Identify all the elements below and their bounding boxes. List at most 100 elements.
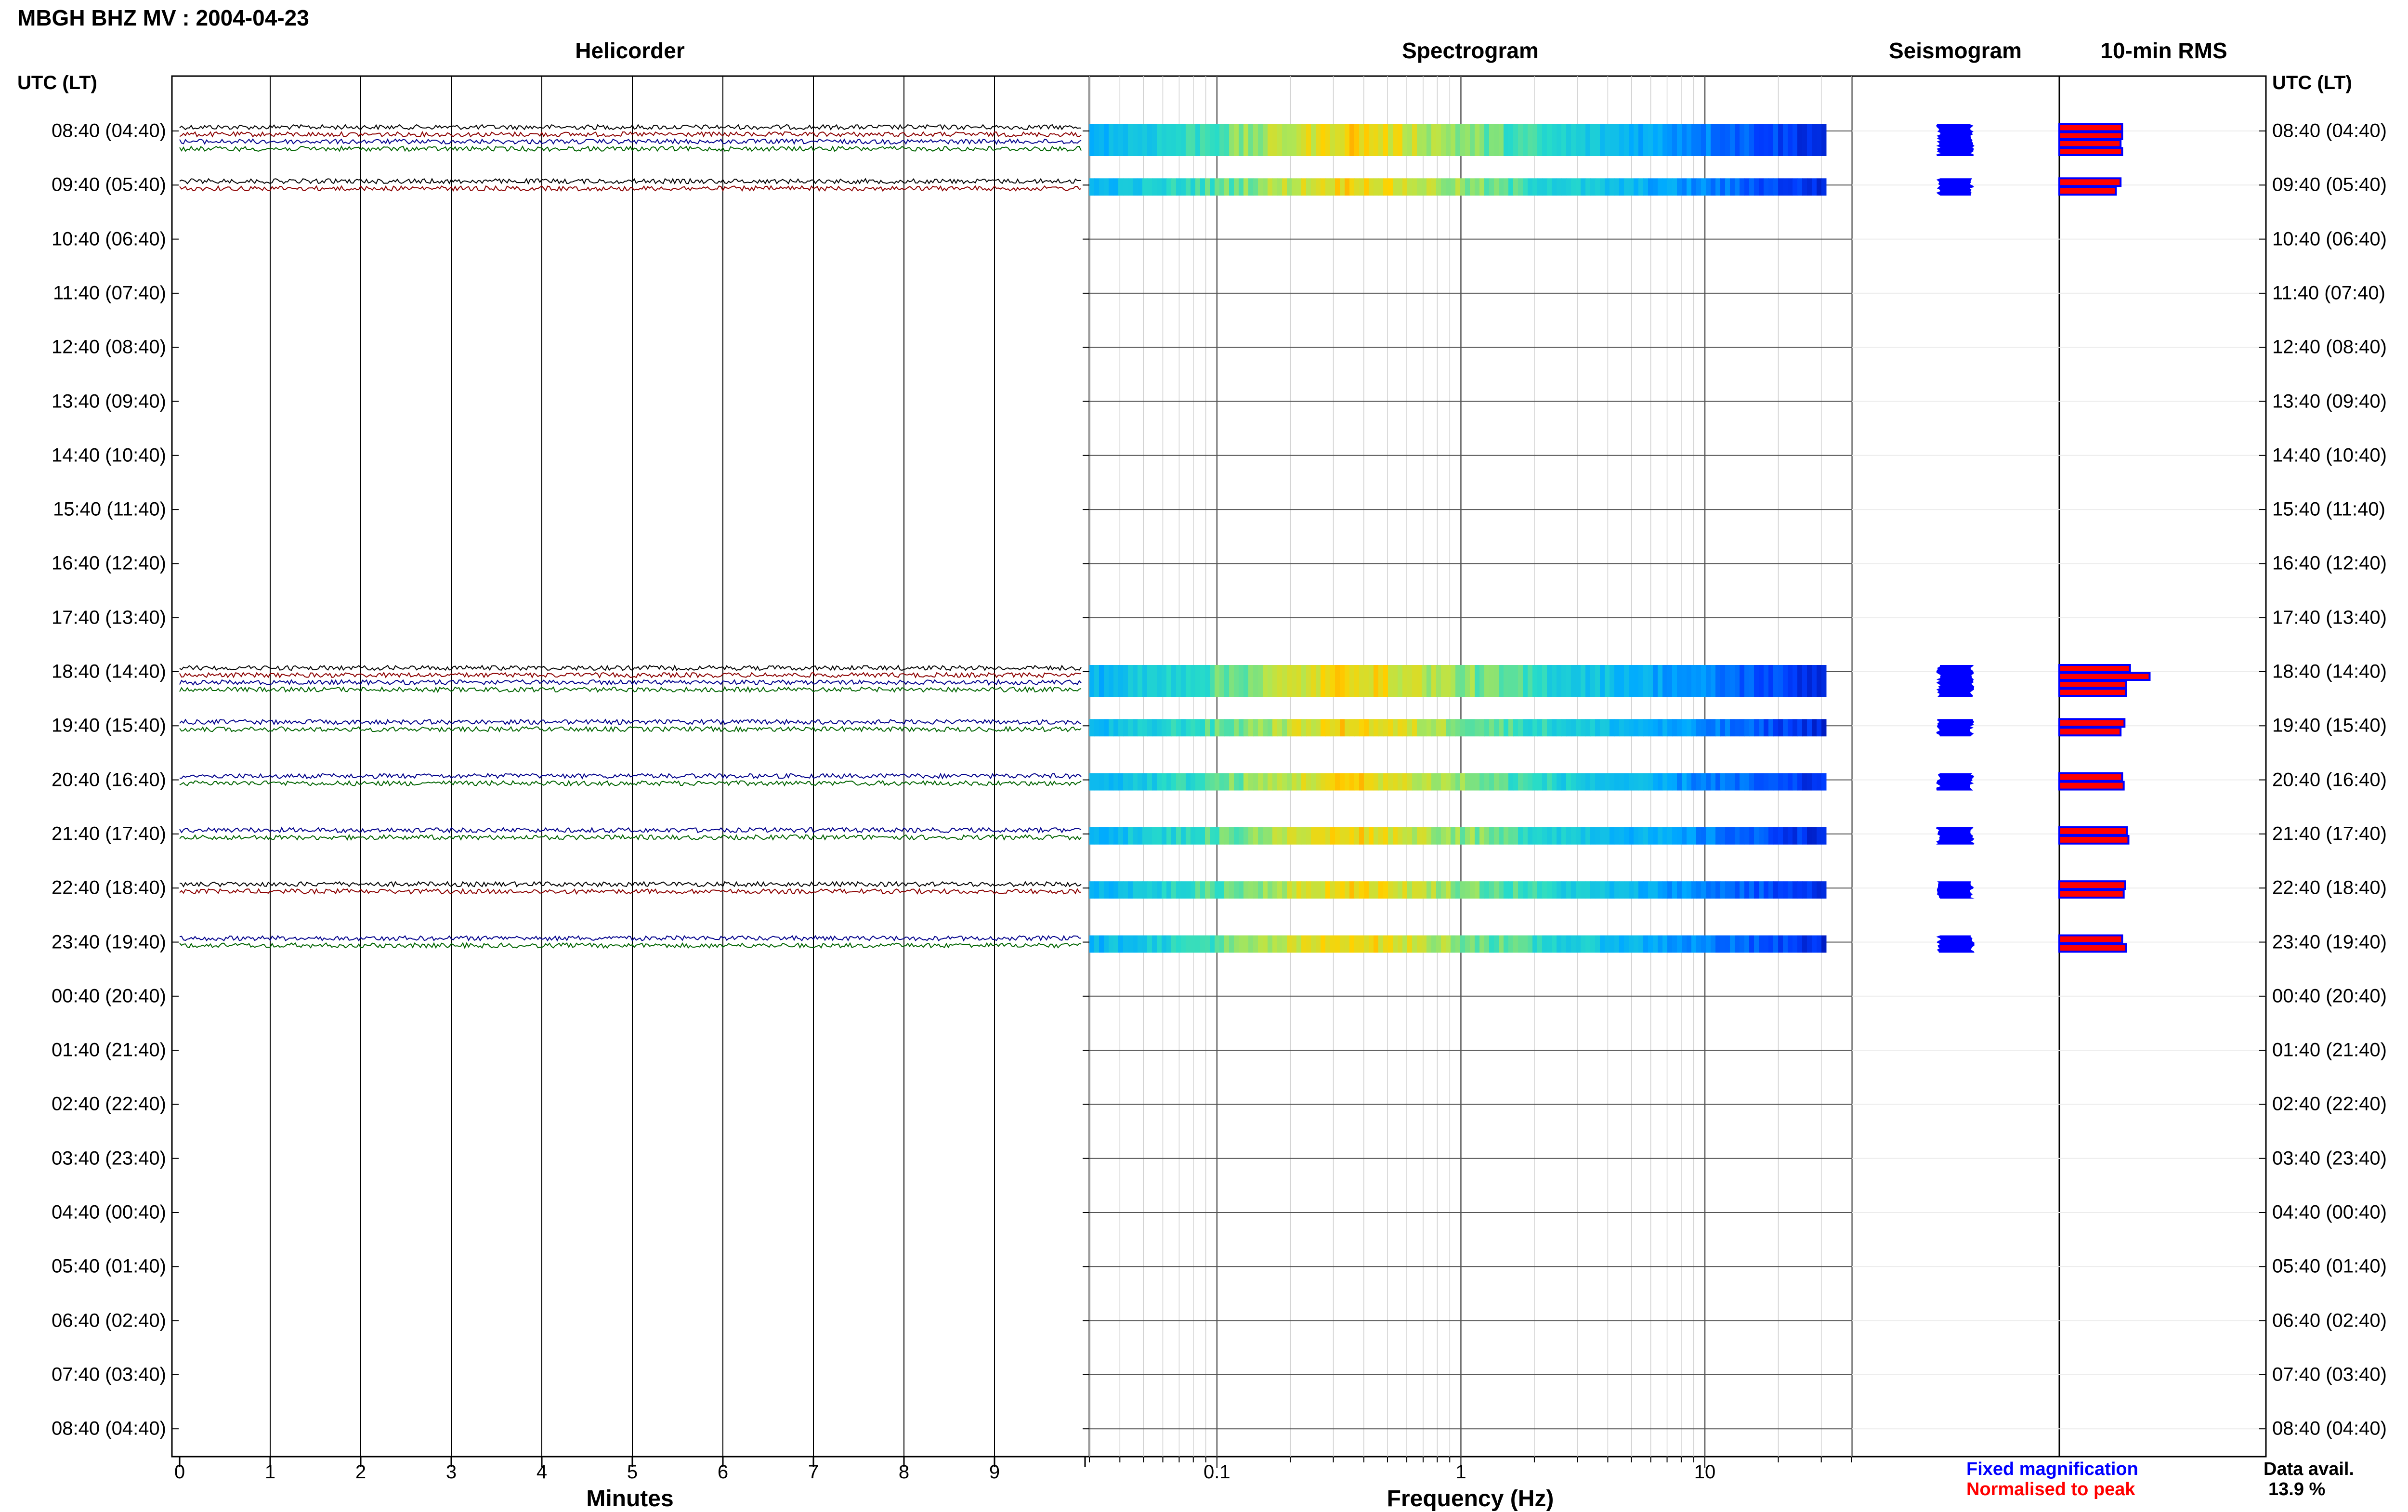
spectrogram-cell [1778,665,1783,697]
spectrogram-cell [1369,773,1374,791]
spectrogram-cell [1138,665,1143,697]
spectrogram-cell [1744,881,1750,899]
spectrogram-cell [1658,124,1663,156]
spectrogram-cell [1720,827,1726,845]
spectrogram-cell [1682,124,1687,156]
spectrogram-cell [1812,719,1817,737]
time-label-left: 13:40 (09:40) [52,391,166,412]
spectrogram-cell [1537,124,1543,156]
spectrogram-cell [1740,773,1745,791]
spectrogram-cell [1243,124,1249,156]
spectrogram-cell [1600,881,1605,899]
spectrogram-cell [1610,827,1615,845]
spectrogram-cell [1648,773,1653,791]
spectrogram-cell [1287,935,1292,953]
spectrogram-cell [1677,178,1682,196]
spectrogram-cell [1316,827,1321,845]
spectrogram-title: Spectrogram [1402,38,1539,63]
spectrogram-cell [1118,773,1124,791]
spectrogram-cell [1687,665,1692,697]
spectrogram-cell [1802,881,1807,899]
spectrogram-cell [1638,665,1644,697]
spectrogram-cell [1224,935,1230,953]
helicorder-trace [179,178,1082,185]
spectrogram-cell [1817,773,1822,791]
spectrogram-cell [1629,773,1634,791]
spectrogram-cell [1113,719,1119,737]
spectrogram-cell [1638,827,1644,845]
spectrogram-cell [1138,773,1143,791]
spectrogram-cell [1797,773,1803,791]
spectrogram-cell [1711,124,1716,156]
spectrogram-cell [1431,935,1437,953]
spectrogram-cell [1754,773,1759,791]
spectrogram-cell [1364,178,1369,196]
spectrogram-cell [1224,719,1230,737]
spectrogram-cell [1528,827,1533,845]
spectrogram-cell [1345,178,1350,196]
spectrogram-cell [1210,124,1215,156]
spectrogram-cell [1658,178,1663,196]
spectrogram-cell [1277,178,1283,196]
spectrogram-cell [1614,881,1620,899]
spectrogram-cell [1147,773,1152,791]
spectrogram-cell [1340,719,1345,737]
spectrogram-cell [1566,935,1571,953]
spectrogram-cell [1195,827,1201,845]
spectrogram-cell [1576,881,1581,899]
spectrogram-cell [1215,719,1220,737]
spectrogram-cell [1191,827,1196,845]
spectrogram-cell [1287,178,1292,196]
spectrogram-cell [1807,124,1812,156]
spectrogram-cell [1133,827,1138,845]
spectrogram-cell [1764,665,1769,697]
time-label-right: 12:40 (08:40) [2272,336,2387,358]
spectrogram-cell [1504,178,1509,196]
spectrogram-cell [1330,665,1335,697]
spectrogram-cell [1234,881,1239,899]
spectrogram-cell [1518,178,1523,196]
spectrogram-cell [1138,178,1143,196]
spectrogram-cell [1701,124,1706,156]
spectrogram-cell [1600,719,1605,737]
spectrogram-cell [1585,665,1591,697]
spectrogram-cell [1740,827,1745,845]
spectrogram-cell [1542,124,1547,156]
spectrogram-cell [1672,773,1677,791]
spectrogram-cell [1720,773,1726,791]
spectrogram-cell [1200,719,1205,737]
spectrogram-cell [1528,178,1533,196]
spectrogram-cell [1571,881,1576,899]
spectrogram-cell [1441,773,1446,791]
spectrogram-cell [1638,124,1644,156]
spectrogram-cell [1735,665,1740,697]
spectrogram-cell [1402,827,1408,845]
spectrogram-cell [1744,773,1750,791]
seismogram-trace [1936,178,1975,196]
spectrogram-cell [1219,935,1225,953]
spectrogram-cell [1489,773,1494,791]
spectrogram-cell [1725,827,1730,845]
spectrogram-cell [1571,178,1576,196]
spectrogram-cell [1248,124,1254,156]
spectrogram-cell [1359,935,1364,953]
spectrogram-cell [1711,881,1716,899]
spectrogram-cell [1581,178,1586,196]
spectrogram-cell [1412,773,1417,791]
spectrogram-cell [1176,178,1181,196]
spectrogram-cell [1215,773,1220,791]
spectrogram-cell [1089,827,1095,845]
spectrogram-cell [1581,881,1586,899]
spectrogram-cell [1123,124,1128,156]
spectrogram-cell [1706,773,1711,791]
spectrogram-cell [1638,178,1644,196]
spectrogram-cell [1330,719,1335,737]
spectrogram-cell [1123,827,1128,845]
spectrogram-cell [1788,124,1793,156]
spectrogram-cell [1523,881,1528,899]
spectrogram-cell [1475,827,1480,845]
spectrogram-cell [1610,881,1615,899]
spectrogram-cell [1325,178,1331,196]
spectrogram-cell [1104,719,1109,737]
spectrogram-cell [1162,935,1167,953]
